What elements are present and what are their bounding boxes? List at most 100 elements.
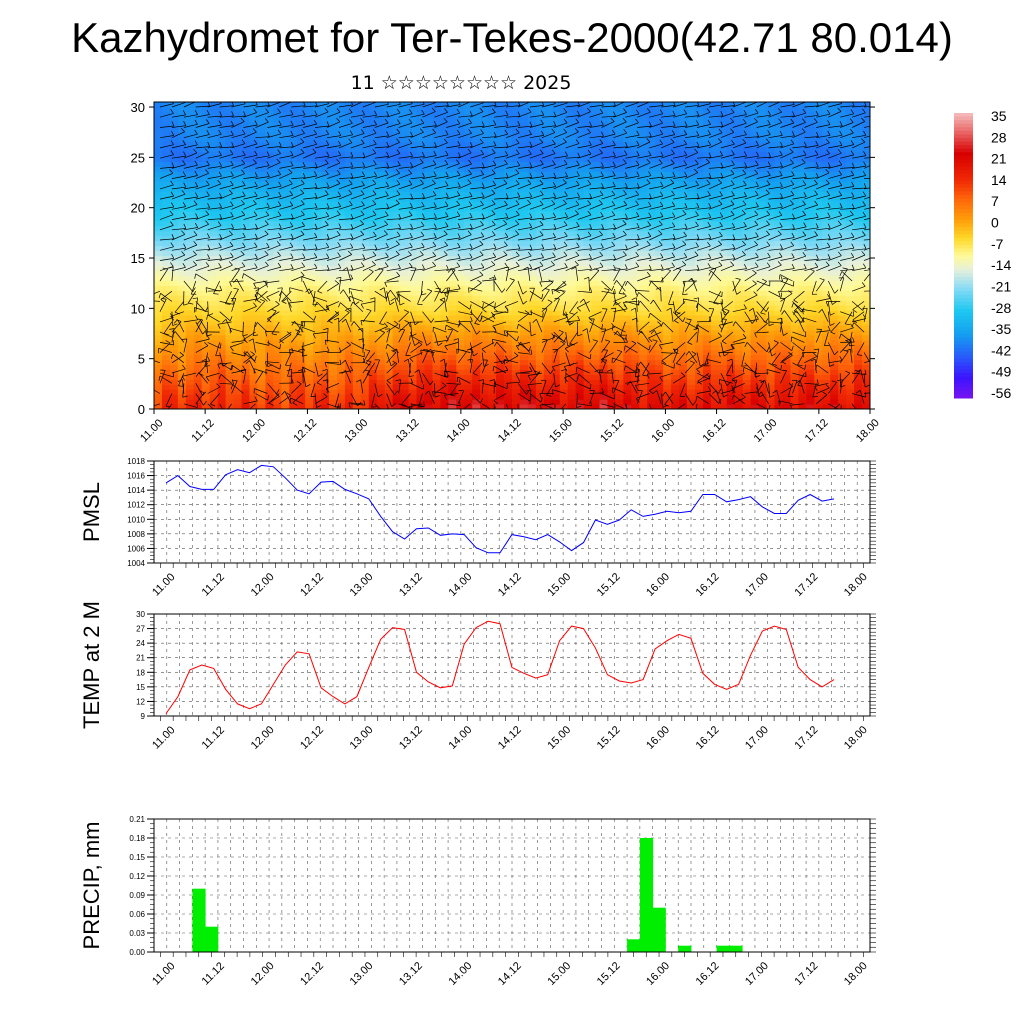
- y-axis-label: PRECIP, mm: [79, 822, 104, 950]
- x-tick-label: 16.12: [694, 724, 722, 752]
- y-axis-label: TEMP at 2 M: [79, 601, 104, 729]
- x-tick-label: 17.00: [743, 724, 771, 752]
- grid: [154, 613, 870, 717]
- colorbar-label: 35: [991, 108, 1007, 124]
- x-tick-label: 18.00: [842, 571, 870, 599]
- precip-panel: 0.00 0.03 0.06 0.09 0.12 0.15 0.18 0.21 11.00 11.…: [79, 815, 876, 988]
- x-tick-label: 16.00: [649, 417, 677, 445]
- y-tick-label: 27: [136, 625, 145, 634]
- colorbar-label: 7: [991, 193, 999, 209]
- x-tick-label: 14.00: [446, 571, 474, 599]
- x-tick-label: 16.00: [644, 724, 672, 752]
- x-tick-label: 14.12: [496, 724, 524, 752]
- x-tick-label: 17.12: [792, 571, 820, 599]
- wind-barbs: [154, 102, 870, 409]
- temperature-field: [154, 102, 870, 409]
- x-tick-label: 17.12: [803, 417, 831, 445]
- colorbar-label: 14: [991, 172, 1007, 188]
- x-tick-label: 13.12: [397, 571, 425, 599]
- x-tick-label: 17.00: [743, 571, 771, 599]
- y-tick-label: 0.09: [129, 891, 145, 900]
- x-tick-label: 12.00: [249, 724, 277, 752]
- x-tick-label: 12.12: [298, 960, 326, 988]
- x-tick-label: 14.00: [446, 960, 474, 988]
- y-tick-label: 18: [136, 668, 145, 677]
- x-tick-label: 15.12: [595, 960, 623, 988]
- x-tick-label: 14.12: [496, 417, 524, 445]
- precip-bar: [639, 838, 654, 952]
- colorbar-label: -56: [991, 385, 1011, 401]
- x-tick-label: 11.00: [138, 417, 165, 444]
- x-tick-label: 18.00: [854, 417, 882, 445]
- y-tick-label: 0: [138, 402, 145, 417]
- x-tick-label: 16.00: [644, 571, 672, 599]
- y-tick-label: 9: [141, 712, 146, 721]
- y-tick-label: 0.12: [129, 872, 145, 881]
- colorbar-label: 28: [991, 129, 1007, 145]
- x-tick-label: 12.12: [298, 571, 326, 599]
- x-tick-label: 16.12: [694, 571, 722, 599]
- x-tick-label: 11.12: [200, 960, 227, 987]
- x-tick-label: 16.12: [694, 960, 722, 988]
- x-tick-label: 16.00: [644, 960, 672, 988]
- y-tick-label: 10: [131, 301, 145, 316]
- x-tick-label: 13.12: [397, 724, 425, 752]
- precip-bar: [716, 945, 730, 952]
- x-tick-label: 15.00: [545, 571, 573, 599]
- chart-subtitle: 11 ☆☆☆☆☆☆☆☆ 2025: [350, 72, 572, 94]
- x-tick-label: 11.00: [150, 571, 177, 598]
- colorbar-label: -49: [991, 364, 1011, 380]
- x-tick-label: 13.00: [342, 417, 370, 445]
- x-tick-label: 14.00: [446, 724, 474, 752]
- y-tick-label: 21: [136, 654, 145, 663]
- y-tick-label: 1008: [127, 530, 145, 539]
- y-tick-label: 0.18: [129, 834, 145, 843]
- precip-bar: [729, 945, 743, 952]
- x-tick-label: 18.00: [842, 960, 870, 988]
- x-tick-label: 12.12: [291, 417, 319, 445]
- y-tick-label: 15: [131, 251, 145, 266]
- x-tick-label: 11.00: [150, 960, 177, 987]
- x-tick-label: 13.00: [348, 960, 376, 988]
- x-tick-label: 17.00: [752, 417, 780, 445]
- y-tick-label: 1012: [127, 501, 145, 510]
- y-tick-label: 25: [131, 150, 145, 165]
- y-tick-label: 30: [136, 610, 145, 619]
- precip-bar: [678, 945, 692, 952]
- x-tick-label: 16.12: [700, 417, 728, 445]
- x-tick-label: 12.00: [249, 571, 277, 599]
- x-tick-label: 15.12: [595, 571, 623, 599]
- colorbar-label: -14: [991, 257, 1011, 273]
- data-line: [165, 620, 835, 714]
- colorbar-legend: 35 28 21 14 7 0 -7 -14 -21 -28 -35 -42 -49 -56: [954, 108, 1011, 401]
- x-tick-label: 14.12: [496, 960, 524, 988]
- colorbar-label: -42: [991, 342, 1011, 358]
- x-tick-label: 18.00: [842, 724, 870, 752]
- colorbar-label: -21: [991, 278, 1011, 294]
- x-tick-label: 12.12: [298, 724, 326, 752]
- precip-bar: [627, 939, 641, 952]
- y-tick-label: 1016: [127, 472, 145, 481]
- x-tick-label: 11.12: [189, 417, 216, 444]
- x-tick-label: 11.12: [200, 724, 227, 751]
- y-tick-label: 0.15: [129, 853, 145, 862]
- grid: [154, 818, 870, 953]
- data-line: [165, 464, 835, 554]
- x-tick-label: 12.00: [240, 417, 268, 445]
- precip-bar: [192, 888, 206, 952]
- chart-title: Kazhydromet for Ter-Tekes-2000(42.71 80.…: [71, 14, 953, 61]
- y-tick-label: 0.21: [129, 815, 145, 824]
- grid: [154, 460, 870, 564]
- y-tick-label: 1014: [127, 486, 145, 495]
- x-tick-label: 13.12: [394, 417, 422, 445]
- x-tick-label: 17.12: [792, 724, 820, 752]
- y-tick-label: 20: [131, 201, 145, 216]
- temp-panel: 9 12 15 18 21 24 27 30 11.00 11.12 12.00 12.12 13.00…: [79, 601, 876, 752]
- y-tick-label: 0.06: [129, 910, 145, 919]
- y-tick-label: 30: [131, 100, 145, 115]
- x-tick-label: 15.00: [547, 417, 575, 445]
- colorbar-label: 21: [991, 151, 1007, 167]
- y-axis-label: PMSL: [79, 482, 104, 542]
- x-tick-label: 15.12: [595, 724, 623, 752]
